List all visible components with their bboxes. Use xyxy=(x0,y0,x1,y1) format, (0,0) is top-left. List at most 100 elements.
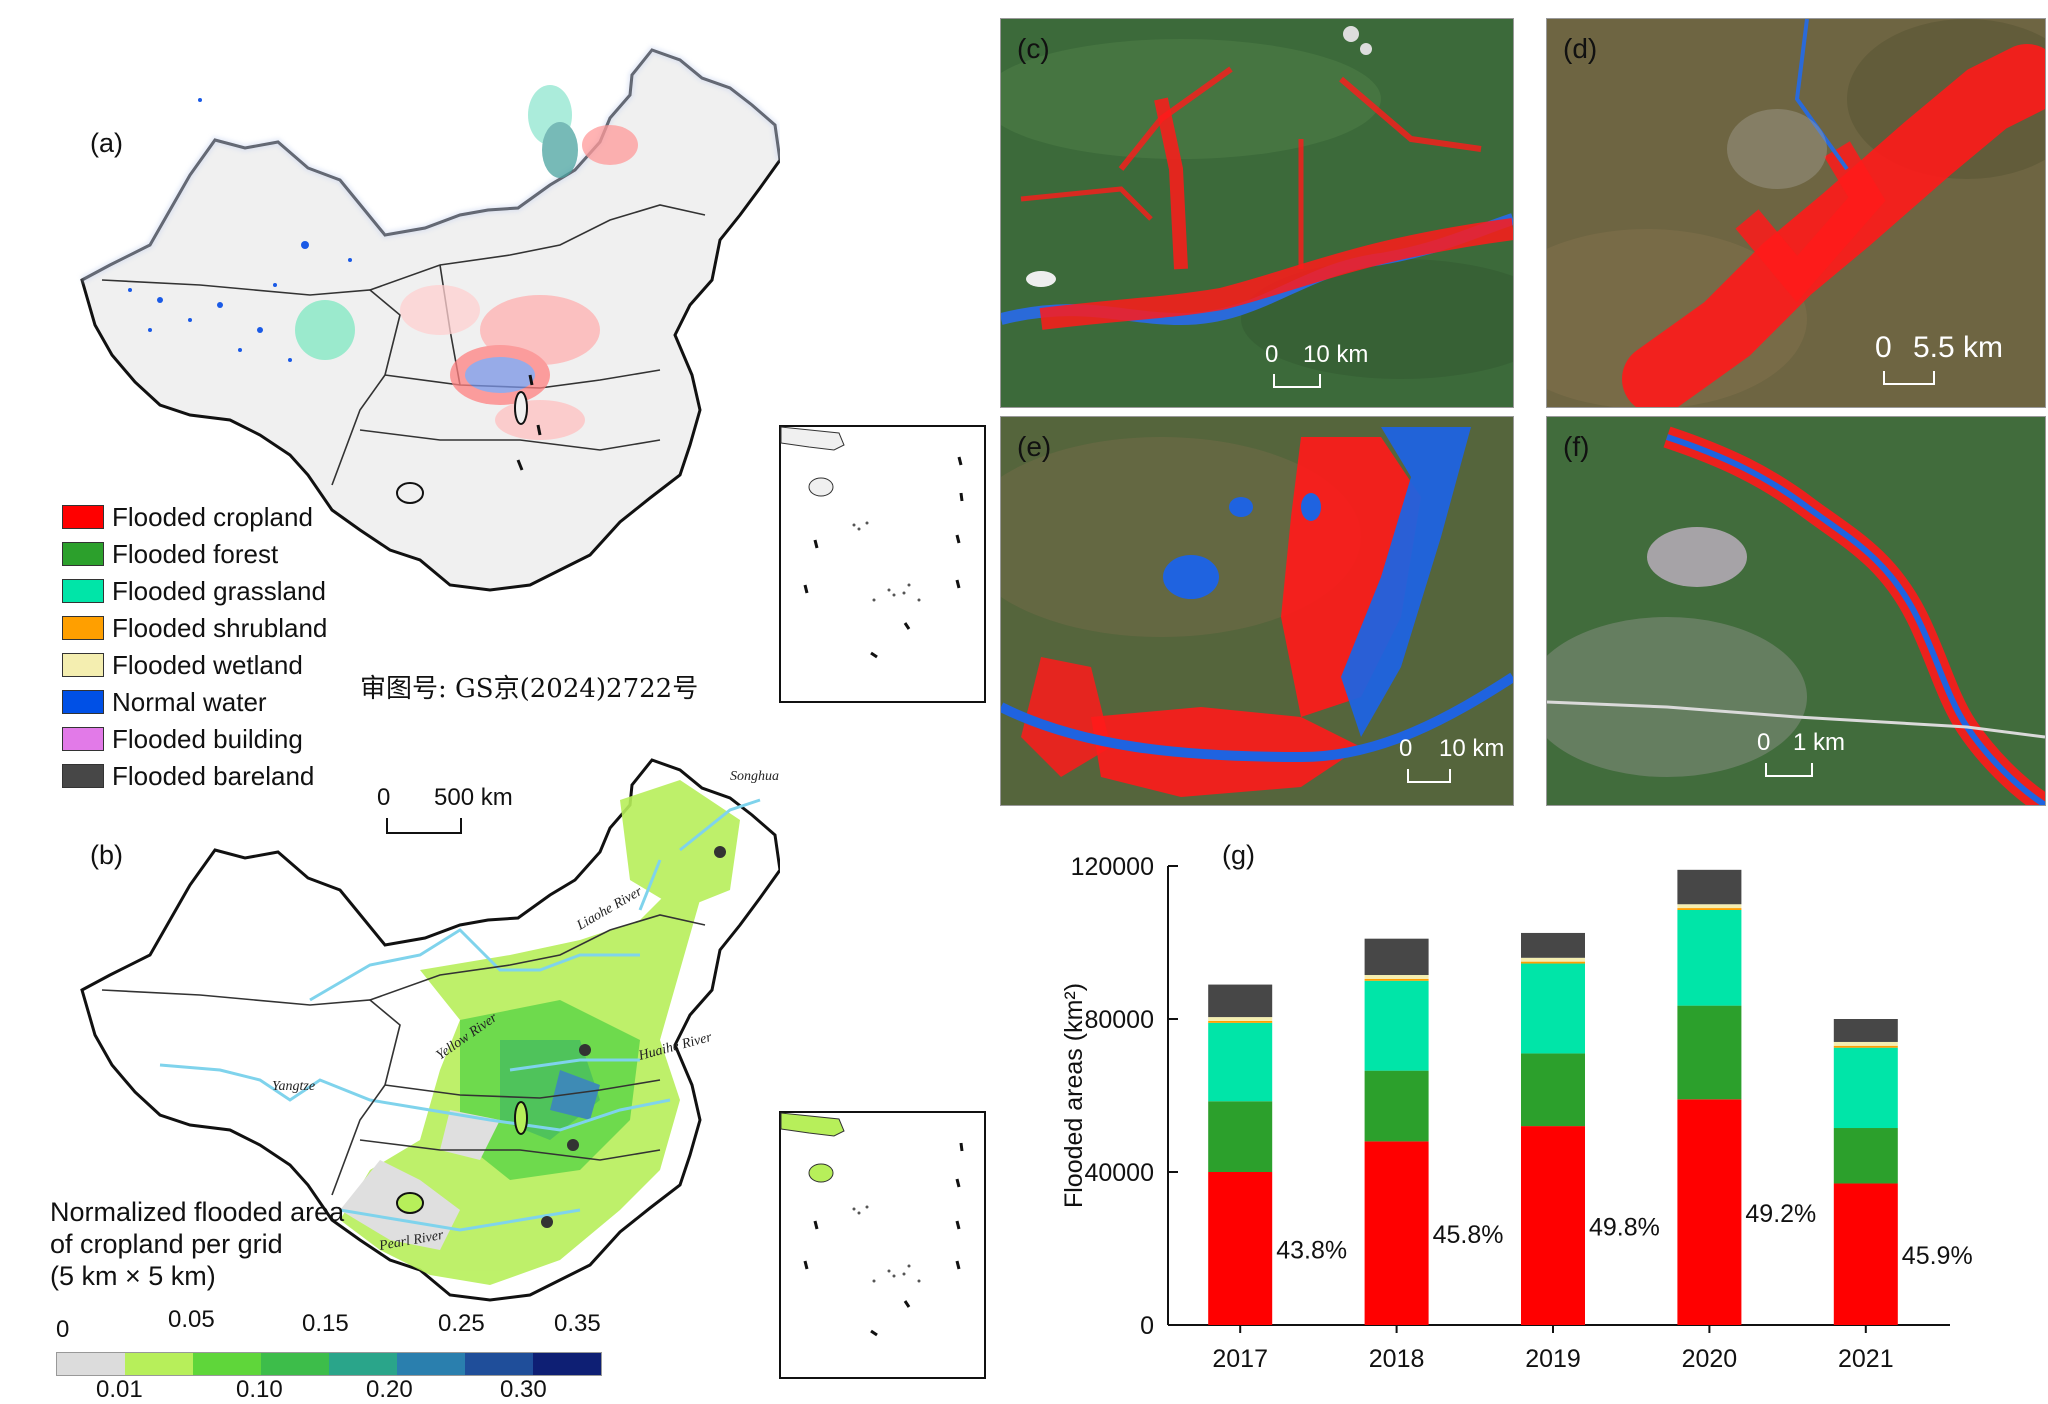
scale-bar xyxy=(1407,769,1451,783)
bar-segment xyxy=(1364,975,1429,979)
legend-item-flooded-grassland: Flooded grassland xyxy=(62,576,326,606)
colorbar xyxy=(56,1352,602,1376)
legend-swatch xyxy=(62,505,104,529)
legend-item-flooded-building: Flooded building xyxy=(62,724,303,754)
scale-zero: 0 xyxy=(1757,729,1771,756)
bar-segment xyxy=(1677,869,1742,905)
legend-swatch xyxy=(62,690,104,714)
x-tick-label: 2018 xyxy=(1369,1345,1425,1373)
colorbar-bin xyxy=(533,1353,601,1375)
bar-segment xyxy=(1364,980,1429,1071)
y-tick-label: 40000 xyxy=(1084,1159,1154,1187)
taiwan-island-b xyxy=(514,1101,528,1135)
scale-bar xyxy=(1883,371,1935,385)
bar-segment xyxy=(1833,1045,1898,1048)
colorbar-bin xyxy=(465,1353,533,1375)
flood-patches-a xyxy=(295,85,638,440)
colorbar-tick: 0.25 xyxy=(438,1310,485,1337)
x-tick-label: 2021 xyxy=(1838,1345,1894,1373)
bar-segment xyxy=(1208,1172,1273,1325)
colorbar-tick: 0.30 xyxy=(500,1376,547,1403)
china-flood-map-a xyxy=(80,45,780,592)
legend-item-flooded-bareland: Flooded bareland xyxy=(62,761,314,791)
colorbar-title-line-3: (5 km × 5 km) xyxy=(50,1261,216,1291)
case-site-markers-b xyxy=(541,846,726,1228)
bar-segment xyxy=(1521,1053,1585,1127)
scale-label: 5.5 km xyxy=(1913,331,2004,364)
scale-zero: 0 xyxy=(1399,735,1413,762)
legend-swatch xyxy=(62,653,104,677)
colorbar-bin xyxy=(329,1353,397,1375)
colorbar-tick: 0.05 xyxy=(168,1306,215,1333)
colorbar-title-line-1: Normalized flooded area xyxy=(50,1197,345,1227)
colorbar-title: Normalized flooded area of cropland per … xyxy=(50,1196,344,1292)
cropland-share-label: 49.2% xyxy=(1745,1200,1816,1228)
colorbar-bin xyxy=(57,1353,125,1375)
cropland-share-label: 45.8% xyxy=(1433,1221,1504,1249)
south-china-sea-inset-a xyxy=(779,425,986,703)
panel-b-label: (b) xyxy=(90,840,123,870)
bar-segment xyxy=(1521,957,1585,962)
colorbar-title-line-2: of cropland per grid xyxy=(50,1229,283,1259)
satellite-image-d: (d) 0 5.5 km xyxy=(1546,18,2046,408)
south-sea-dashes-a xyxy=(516,374,542,471)
bar-segment xyxy=(1208,1020,1273,1023)
colorbar-bin xyxy=(261,1353,329,1375)
bar-segment xyxy=(1521,963,1585,1054)
map-scale-bar xyxy=(386,818,462,834)
flooded-area-stacked-bar-chart: (g) 0 40000 80000 120000 Flooded areas (km²)… xyxy=(1060,840,1973,1373)
scale-bar xyxy=(1765,763,1813,777)
legend-swatch xyxy=(62,616,104,640)
panel-g-label: (g) xyxy=(1222,840,1255,870)
x-tick-label: 2020 xyxy=(1682,1345,1738,1373)
chart-axes: 0 40000 80000 120000 Flooded areas (km²) xyxy=(1060,853,1950,1340)
scale-bar xyxy=(1273,374,1321,388)
bar-segment xyxy=(1833,1183,1898,1325)
legend-item-flooded-wetland: Flooded wetland xyxy=(62,650,303,680)
bar-segment xyxy=(1364,1070,1429,1142)
legend-item-flooded-forest: Flooded forest xyxy=(62,539,278,569)
satellite-image-e: (e) 0 10 km xyxy=(1000,416,1514,806)
scale-label: 10 km xyxy=(1303,341,1369,368)
colorbar-bin xyxy=(193,1353,261,1375)
legend-item-normal-water: Normal water xyxy=(62,687,267,717)
hainan-island-b xyxy=(396,1192,424,1214)
chart-bars xyxy=(1208,869,1898,1325)
china-cropland-flood-map-b: Songhua River Liaohe River Yellow River … xyxy=(80,758,780,1302)
colorbar-bin xyxy=(397,1353,465,1375)
river-label-yangtze: Yangtze xyxy=(272,1079,315,1094)
colorbar-tick: 0.01 xyxy=(96,1376,143,1403)
normal-water-dots-a xyxy=(128,98,352,362)
panel-c-label: (c) xyxy=(1017,33,1050,64)
cropland-share-label: 45.9% xyxy=(1902,1242,1973,1270)
scale-zero: 0 xyxy=(1265,341,1279,368)
colorbar-bin xyxy=(125,1353,193,1375)
bar-segment xyxy=(1521,961,1585,964)
taiwan-island-a xyxy=(514,391,528,425)
region-boundaries-b xyxy=(101,914,706,1196)
legend-swatch xyxy=(62,727,104,751)
bar-segment xyxy=(1833,1019,1898,1042)
bar-segment xyxy=(1677,908,1742,910)
bar-segment xyxy=(1364,938,1429,976)
panel-f-label: (f) xyxy=(1563,431,1590,462)
map-review-number: 审图号: GS京(2024)2722号 xyxy=(360,674,699,704)
scale-label: 10 km xyxy=(1439,735,1505,762)
chart-labels: 2017 43.8% 2018 45.8% 2019 49.8% 2020 49.2% 2021… xyxy=(1212,1200,1972,1373)
y-axis-title: Flooded areas (km²) xyxy=(1060,983,1088,1208)
y-tick-label: 80000 xyxy=(1084,1006,1154,1034)
china-outline-glow-a xyxy=(80,45,780,284)
colorbar-tick: 0 xyxy=(56,1316,70,1343)
colorbar-tick: 0.15 xyxy=(302,1310,349,1337)
map-scale-zero: 0 xyxy=(377,784,391,811)
colorbar-tick: 0.10 xyxy=(236,1376,283,1403)
bar-segment xyxy=(1208,1022,1273,1102)
scale-zero: 0 xyxy=(1875,331,1892,364)
bar-segment xyxy=(1677,1099,1742,1325)
cropland-share-label: 49.8% xyxy=(1589,1214,1660,1242)
legend-item-flooded-shrubland: Flooded shrubland xyxy=(62,613,327,643)
scale-label: 1 km xyxy=(1793,729,1846,756)
major-rivers-b xyxy=(159,798,761,1232)
legend-swatch xyxy=(62,764,104,788)
y-tick-label: 0 xyxy=(1140,1312,1154,1340)
